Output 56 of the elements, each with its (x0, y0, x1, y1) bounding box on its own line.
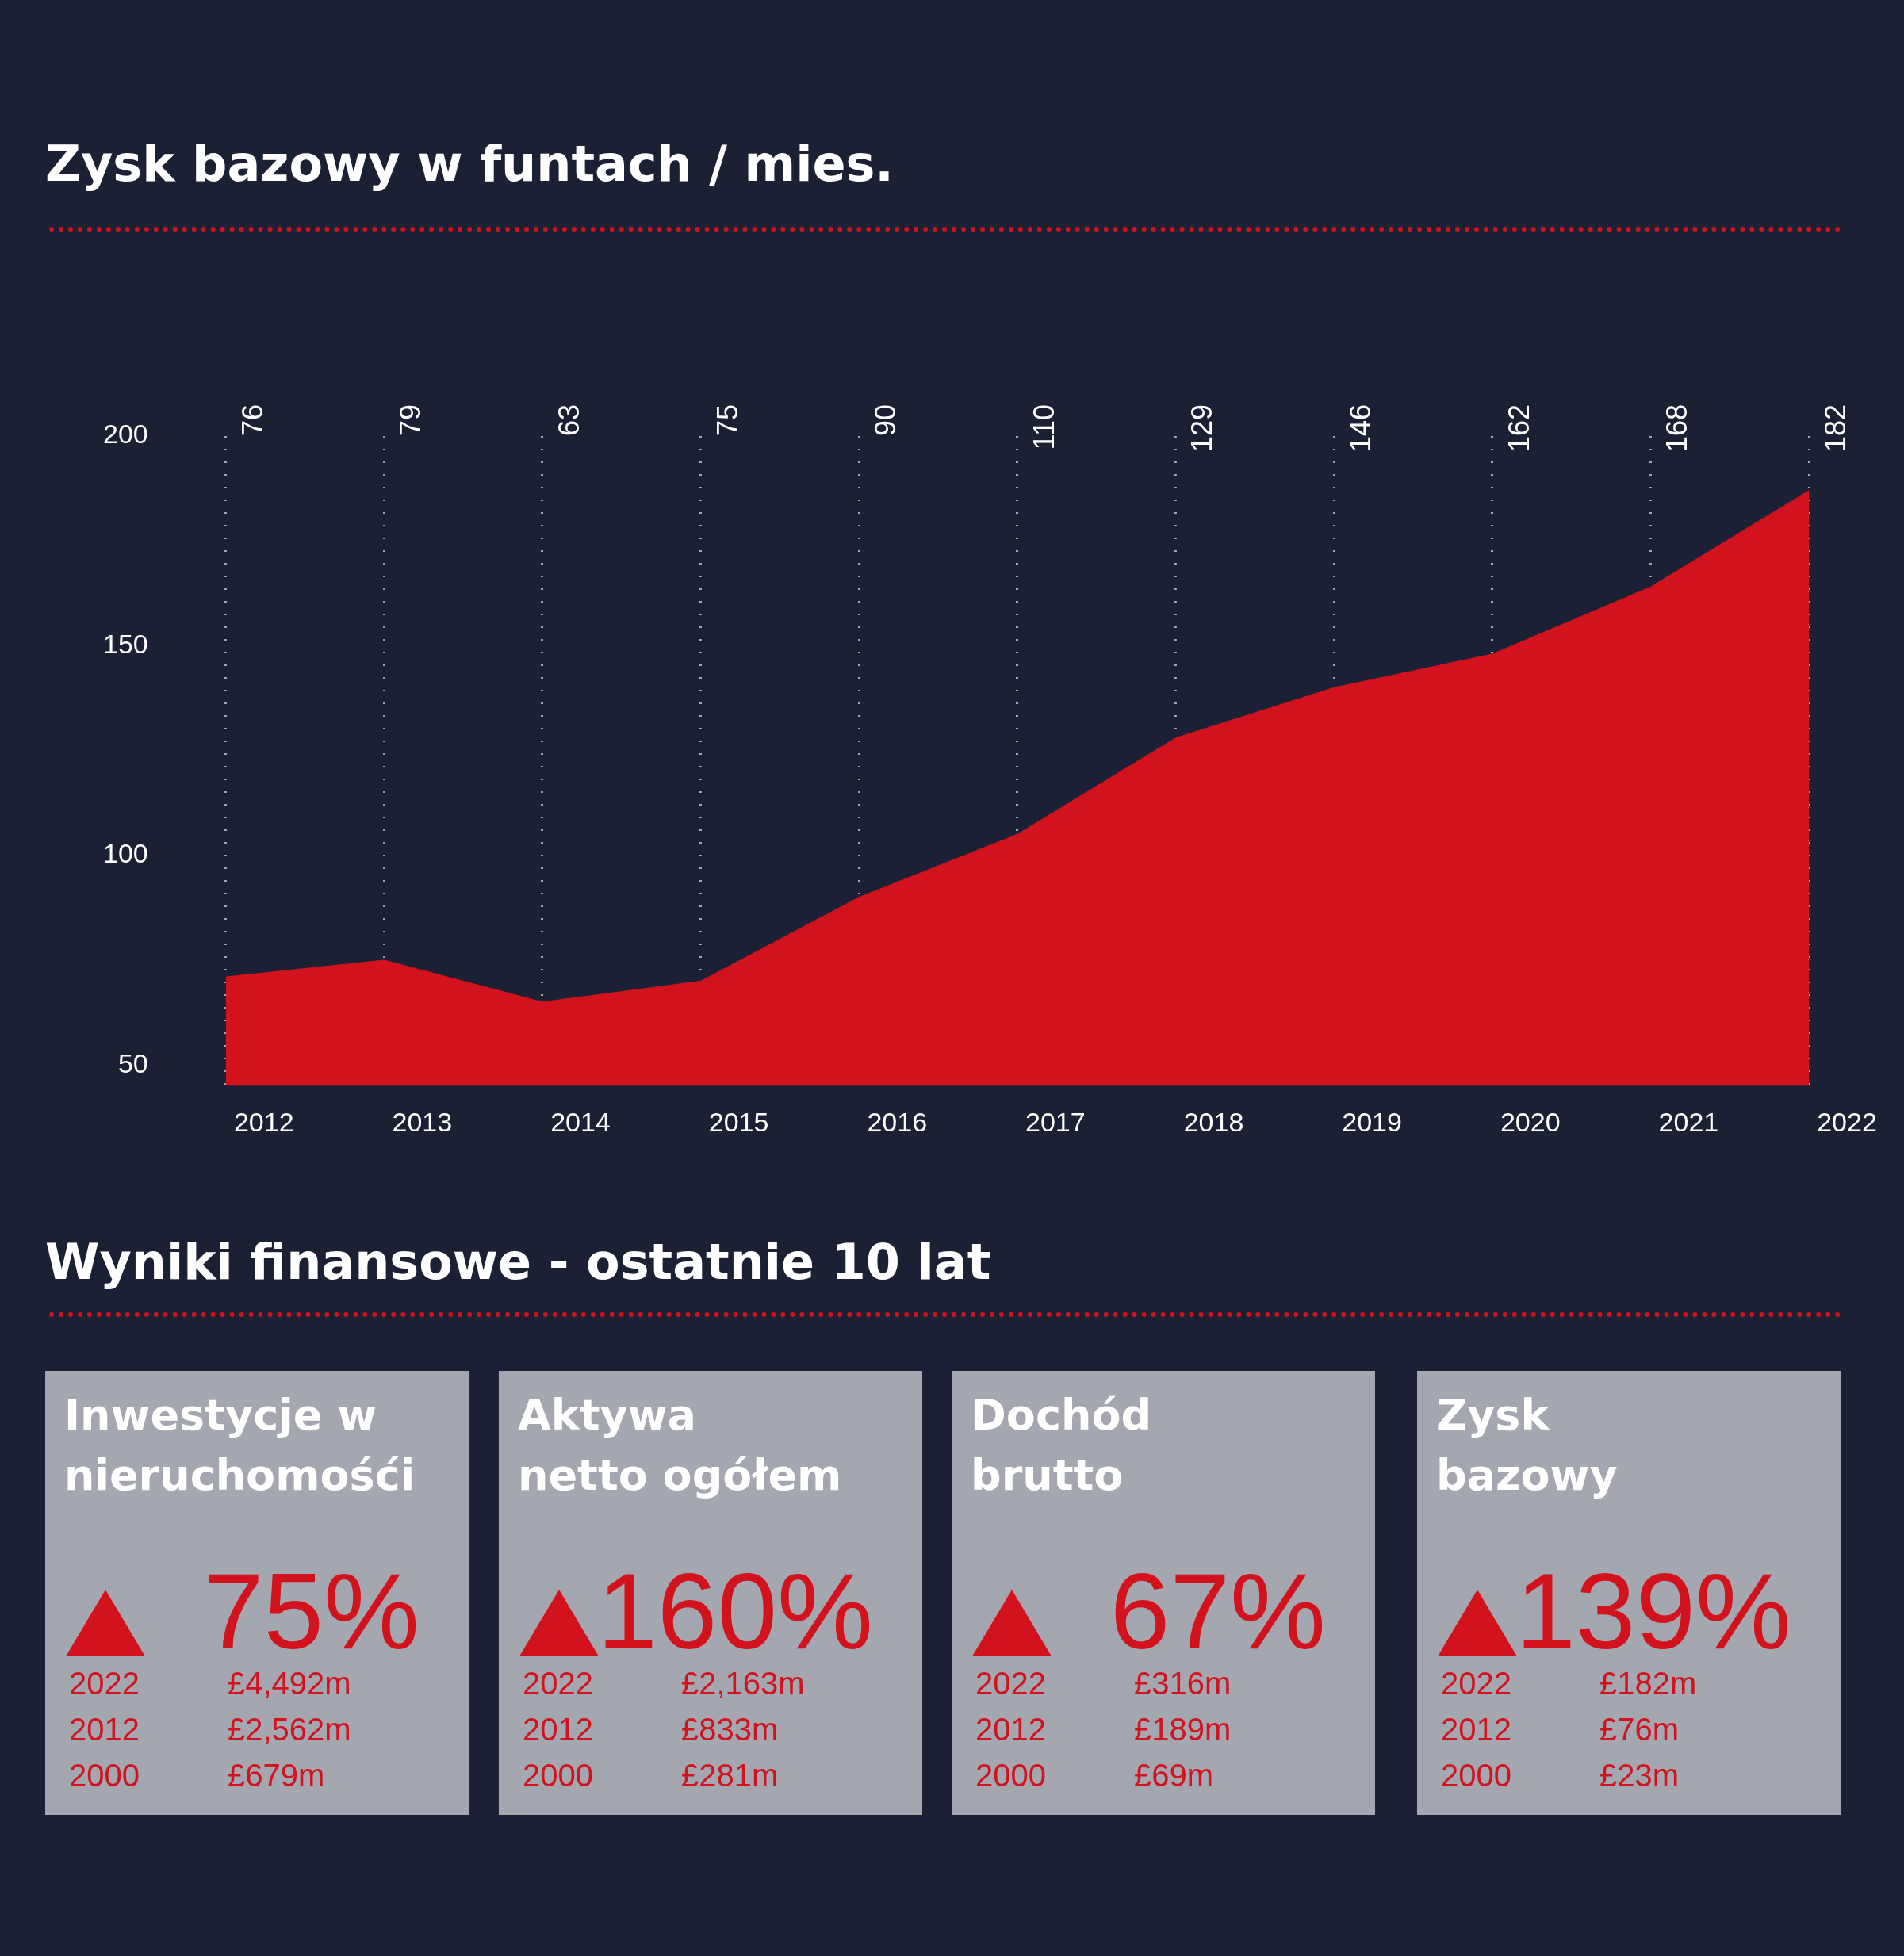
text: Aktywa (518, 1389, 698, 1441)
text: £189m (1134, 1712, 1232, 1747)
text: 2022 (1441, 1666, 1511, 1701)
text: £833m (681, 1712, 779, 1747)
text: 2000 (69, 1758, 140, 1793)
x-tick-label: 2022 (1817, 1107, 1877, 1138)
annotation: 168 (1661, 404, 1694, 453)
x-tick-label: 2019 (1342, 1107, 1402, 1138)
x-tick-label: 2012 (233, 1107, 294, 1138)
chart-title: Zysk bazowy w funtach / mies. (45, 135, 894, 193)
x-tick-label: 2013 (392, 1107, 453, 1138)
annotation: 63 (552, 404, 585, 437)
y-tick-label: 50 (117, 1047, 148, 1078)
y-tick-label: 200 (102, 419, 148, 450)
text: 2012 (975, 1712, 1046, 1747)
text: Dochód (971, 1389, 1152, 1441)
y-tick-label: 150 (102, 628, 148, 659)
text: £69m (1134, 1758, 1214, 1793)
annotation: 79 (394, 404, 427, 437)
text: 2022 (975, 1666, 1046, 1701)
x-tick-label: 2018 (1183, 1107, 1244, 1138)
text: 2022 (523, 1666, 593, 1701)
x-tick-label: 2016 (867, 1107, 928, 1138)
text: £23m (1599, 1758, 1680, 1793)
text: 2012 (523, 1712, 593, 1747)
annotation: 182 (1818, 404, 1852, 453)
x-tick-label: 2020 (1500, 1107, 1561, 1138)
text: £679m (228, 1758, 325, 1793)
y-tick-label: 100 (102, 838, 148, 869)
annotation: 162 (1502, 404, 1535, 453)
text: 2012 (1441, 1712, 1511, 1747)
text: Wyniki finansowe - ostatnie 10 lat (45, 1233, 991, 1291)
text: 2022 (69, 1666, 140, 1701)
x-tick-label: 2015 (708, 1107, 769, 1138)
text: £2,562m (228, 1712, 351, 1747)
text: Zysk (1436, 1389, 1550, 1441)
text: 2012 (69, 1712, 140, 1747)
text: bazowy (1436, 1449, 1618, 1502)
text: 2000 (523, 1758, 593, 1793)
annotation: 75 (711, 404, 744, 437)
annotation: 129 (1186, 404, 1219, 453)
text: netto ogółem (518, 1449, 842, 1502)
text: 2000 (1441, 1758, 1511, 1793)
annotation: 110 (1027, 404, 1060, 450)
annotation: 76 (236, 404, 269, 437)
x-tick-label: 2014 (550, 1107, 611, 1138)
annotation: 90 (869, 404, 902, 437)
text: £281m (681, 1758, 779, 1793)
x-tick-label: 2017 (1025, 1107, 1086, 1138)
annotation: 146 (1344, 404, 1377, 453)
text: 2000 (975, 1758, 1046, 1793)
x-tick-label: 2021 (1658, 1107, 1719, 1138)
text: nieruchomośći (64, 1449, 416, 1502)
text: Inwestycje w (64, 1389, 378, 1441)
text: brutto (971, 1449, 1124, 1502)
text: £76m (1599, 1712, 1680, 1747)
